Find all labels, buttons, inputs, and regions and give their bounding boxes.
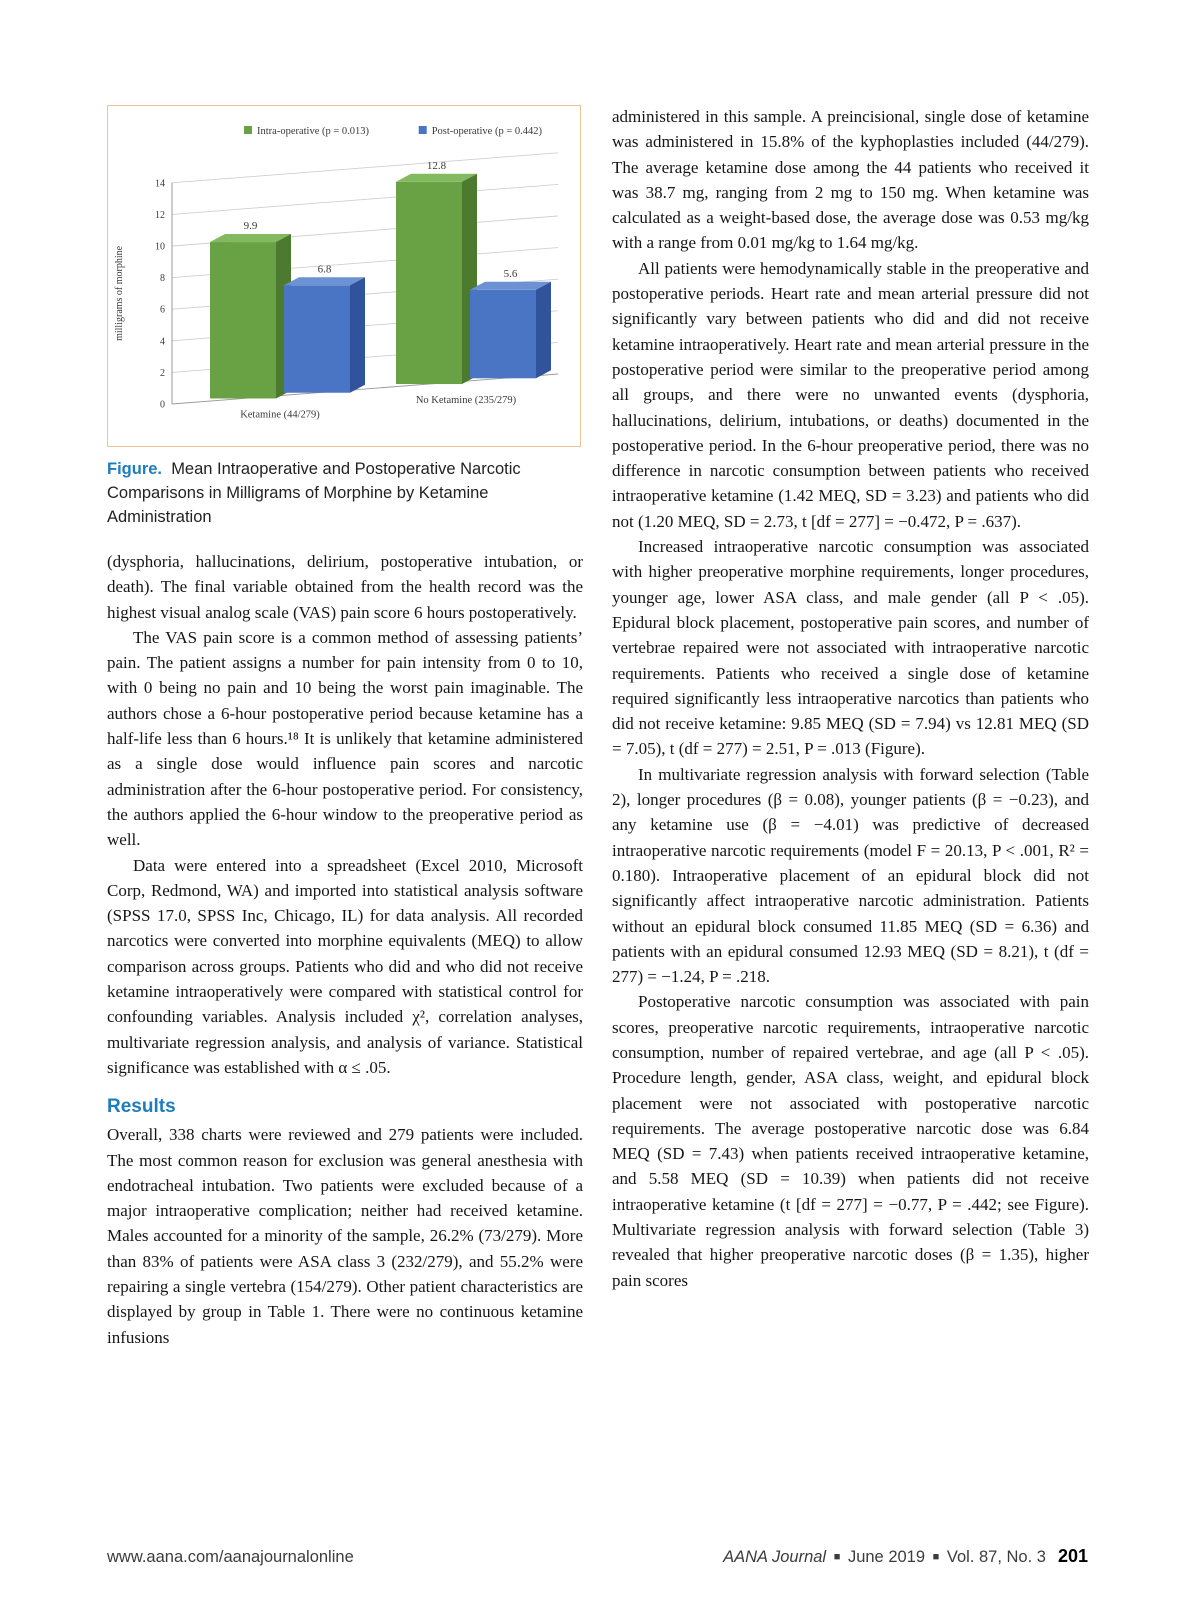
figure-caption-lead: Figure. (107, 460, 163, 478)
paragraph: In multivariate regression analysis with… (612, 764, 1089, 987)
paragraph: The VAS pain score is a common method of… (107, 627, 583, 850)
category-label: No Ketamine (235/279) (416, 395, 517, 406)
y-tick-label: 4 (160, 336, 165, 347)
bar-side-face (350, 277, 365, 393)
footer-url: www.aana.com/aanajournalonline (107, 1548, 354, 1566)
paragraph: Data were entered into a spreadsheet (Ex… (107, 855, 583, 1077)
separator-square-icon: ■ (932, 1551, 940, 1563)
bar-top-face (284, 277, 365, 286)
paragraph: administered in this sample. A preincisi… (612, 107, 1089, 253)
bar-chart-svg: 0 2 4 6 8 10 12 14 milligrams of morphine Intra-o… (114, 126, 559, 421)
y-tick-label: 14 (155, 178, 165, 189)
page-number: 201 (1057, 1546, 1088, 1566)
y-tick-label: 8 (160, 273, 165, 284)
y-tick-label: 6 (160, 305, 165, 316)
figure-chart: 0 2 4 6 8 10 12 14 milligrams of morphine Intra-o… (107, 105, 581, 447)
bar (470, 289, 536, 379)
paragraph: Increased intraoperative narcotic consum… (612, 537, 1089, 759)
bar-side-face (536, 281, 551, 379)
bar-value-label: 5.6 (504, 268, 518, 280)
paragraph: All patients were hemodynamically stable… (612, 258, 1089, 531)
bar-top-face (470, 281, 551, 290)
gridline (171, 152, 559, 184)
gridline (171, 373, 559, 405)
bar-value-label: 12.8 (427, 160, 447, 172)
gridline (171, 183, 559, 215)
journal-name: AANA Journal (723, 1548, 827, 1566)
bar (284, 285, 350, 393)
y-tick-label: 12 (155, 210, 165, 221)
figure-caption-text: Mean Intraoperative and Postoperative Na… (107, 460, 521, 526)
bar-top-face (210, 234, 291, 243)
y-tick-label: 2 (160, 368, 165, 379)
paragraph: Overall, 338 charts were reviewed and 27… (107, 1125, 583, 1347)
y-tick-label: 10 (155, 242, 165, 253)
issue-date: June 2019 (847, 1548, 926, 1566)
right-column: administered in this sample. A preincisi… (612, 104, 1089, 1293)
volume-number: Vol. 87, No. 3 (946, 1548, 1046, 1566)
paragraph: Postoperative narcotic consumption was a… (612, 992, 1089, 1290)
legend-swatch (418, 126, 427, 134)
footer-citation: AANA Journal ■ June 2019 ■ Vol. 87, No. … (723, 1546, 1088, 1567)
bar (210, 242, 276, 399)
legend-swatch (244, 126, 252, 134)
legend-label: Intra-operative (p = 0.013) (257, 126, 370, 137)
bar-top-face (396, 173, 477, 182)
y-tick-label: 0 (160, 400, 165, 411)
paragraph: (dysphoria, hallucinations, delirium, po… (107, 552, 583, 622)
figure-caption: Figure. Mean Intraoperative and Postoper… (107, 457, 583, 529)
bar-value-label: 9.9 (244, 220, 258, 232)
category-label: Ketamine (44/279) (240, 410, 320, 421)
legend-label: Post-operative (p = 0.442) (432, 126, 543, 137)
bar (396, 181, 462, 385)
left-column: 0 2 4 6 8 10 12 14 milligrams of morphine Intra-o… (107, 105, 583, 1350)
page-footer: www.aana.com/aanajournalonline AANA Jour… (107, 1546, 1088, 1567)
y-axis-label: milligrams of morphine (114, 245, 125, 341)
results-heading: Results (107, 1096, 176, 1118)
separator-square-icon: ■ (833, 1551, 841, 1563)
bar-value-label: 6.8 (318, 263, 332, 275)
